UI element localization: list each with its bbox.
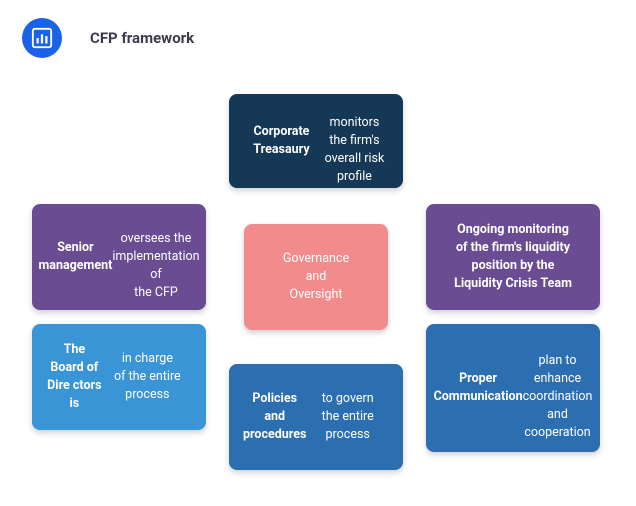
card-treasury: Corporate Treasaurymonitors the firm'sov… <box>229 94 403 188</box>
card-monitoring: Ongoing monitoringof the firm's liquidit… <box>426 204 600 310</box>
card-board: The Board ofDire ctors is in chargeof th… <box>32 324 206 430</box>
card-communication: ProperCommunicationplan to enhancecoordi… <box>426 324 600 452</box>
card-governance: GovernanceandOversight <box>244 224 388 330</box>
diagram-canvas: Corporate Treasaurymonitors the firm'sov… <box>0 66 636 506</box>
card-senior-mgmt: Senior managementoversees theimplementat… <box>32 204 206 310</box>
chart-icon <box>22 18 62 58</box>
page-title: CFP framework <box>90 29 194 47</box>
card-policies: Policies andprocedures to governthe enti… <box>229 364 403 470</box>
